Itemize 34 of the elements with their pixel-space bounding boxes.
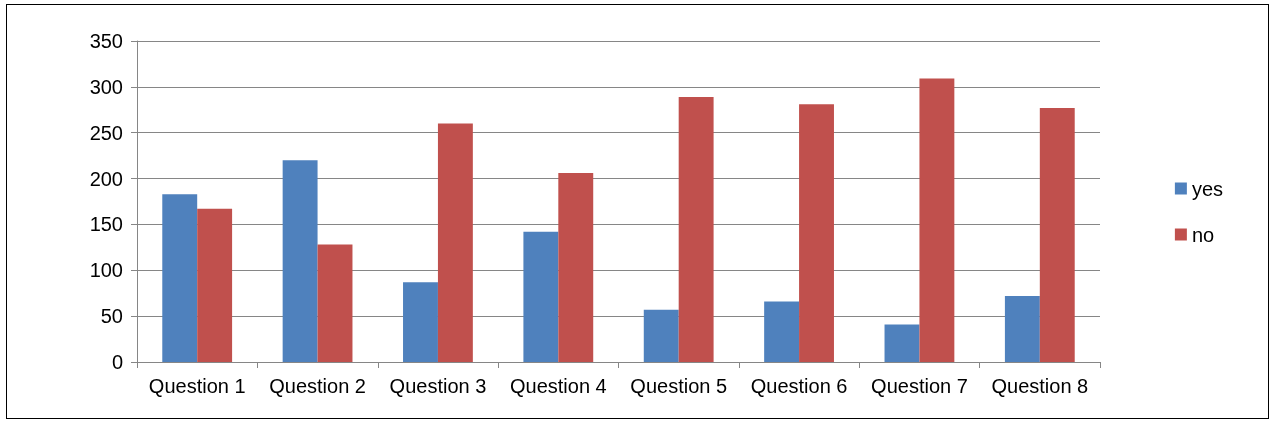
bar [282,160,318,362]
y-tick-label: 150 [89,213,123,236]
bar [317,244,353,362]
bar [558,173,594,362]
bar [437,123,473,362]
bar [643,309,679,362]
bar [884,324,920,362]
bar [162,194,198,362]
x-tick-label: Question 8 [991,375,1089,397]
x-tick-label: Question 7 [871,375,968,397]
bar [919,78,955,362]
x-tick-label: Question 3 [389,375,487,397]
y-tick-label: 0 [111,351,123,373]
y-tick-label: 50 [100,305,123,328]
y-tick-label: 200 [89,167,123,190]
x-tick-label: Question 5 [630,375,728,397]
y-tick-label: 250 [89,121,123,144]
x-tick-label: Question 2 [269,375,366,397]
y-tick-label: 300 [89,75,123,98]
y-tick-label: 100 [89,259,123,282]
bar [523,231,559,362]
legend-label: yes [1191,177,1223,200]
bar [197,208,233,362]
bar [678,96,714,362]
bar [403,282,438,362]
legend-label: no [1191,223,1215,246]
bar [1039,107,1075,362]
bar [1004,295,1040,362]
bar [799,104,834,362]
y-tick-label: 350 [89,30,123,52]
bar [764,301,800,362]
x-tick-label: Question 1 [148,375,246,397]
x-tick-label: Question 6 [750,375,848,397]
x-tick-label: Question 4 [509,375,607,397]
